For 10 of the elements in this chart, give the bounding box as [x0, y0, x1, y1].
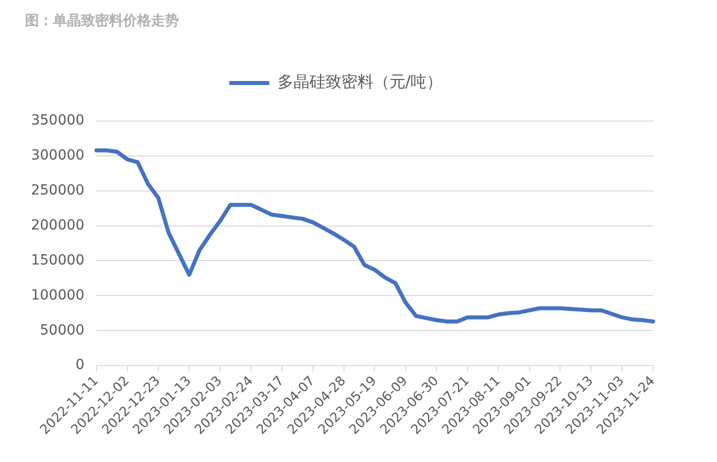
y-tick-label: 50000 [40, 322, 84, 338]
legend-label: 多晶硅致密料（元/吨） [277, 72, 443, 92]
y-tick-label: 100000 [30, 287, 84, 304]
chart-title: 图：单晶致密料价格走势 [25, 12, 179, 30]
y-tick-label: 350000 [30, 112, 84, 129]
y-tick-label: 200000 [30, 217, 84, 234]
y-tick-label: 0 [76, 357, 84, 374]
y-tick-label: 250000 [30, 182, 84, 199]
y-tick-label: 150000 [30, 252, 84, 268]
y-tick-label: 300000 [30, 148, 84, 164]
